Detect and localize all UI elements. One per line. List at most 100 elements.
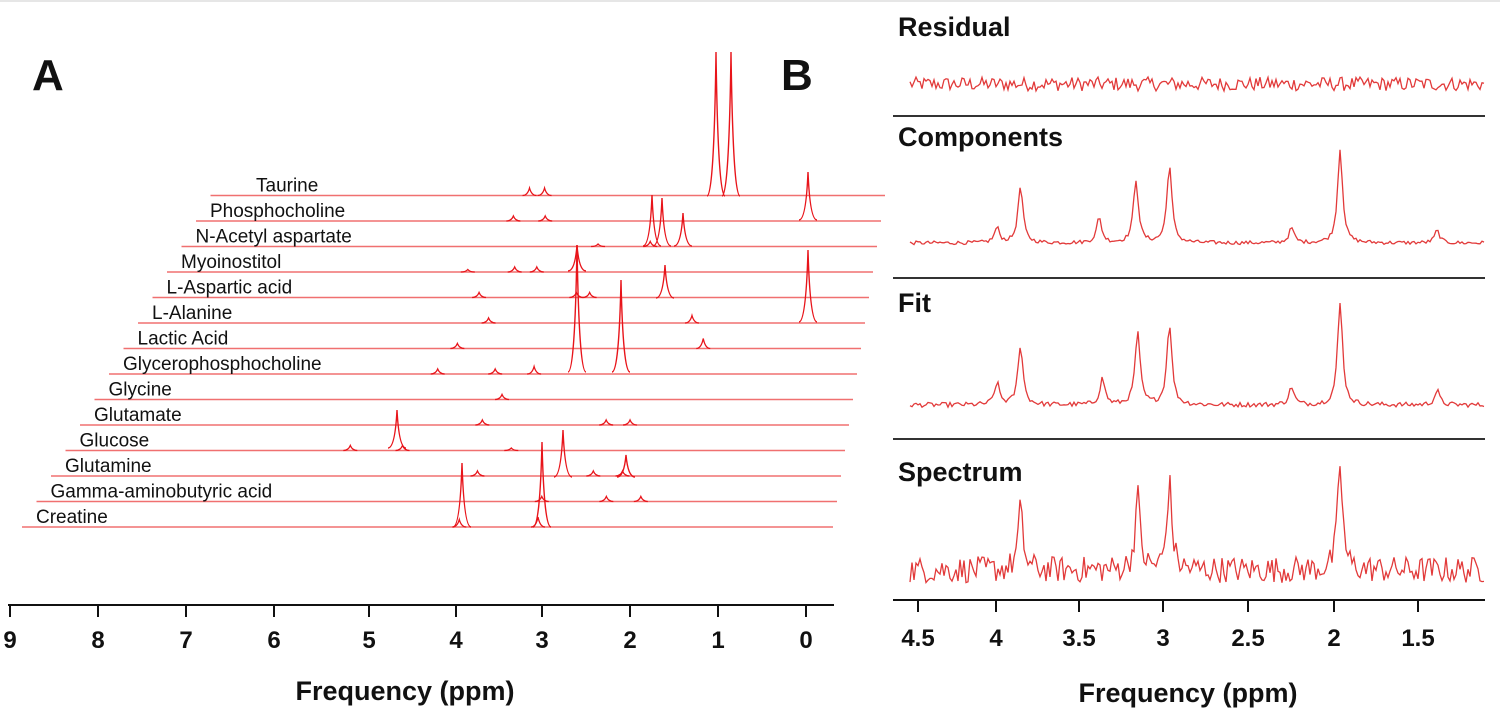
peak-mark <box>527 363 542 375</box>
peak-mark <box>488 367 503 375</box>
peak-mark <box>553 429 573 478</box>
peak-mark <box>481 316 496 324</box>
peak-mark <box>673 212 693 247</box>
metabolite-label: Lactic Acid <box>138 329 229 350</box>
panel-b-letter: B <box>781 51 813 100</box>
peak-mark <box>450 341 465 350</box>
components-line <box>909 149 1485 246</box>
peak-mark <box>534 494 549 503</box>
panel-a-letter: A <box>32 51 64 100</box>
peak-mark <box>616 454 636 478</box>
peak-mark <box>530 516 546 528</box>
panel-a-tick-label: 9 <box>3 627 16 654</box>
peak-mark <box>532 441 552 528</box>
peak-mark <box>470 469 485 477</box>
metabolite-label: Gamma-aminobutyric acid <box>51 482 273 503</box>
components-traces <box>909 149 1485 246</box>
components-title: Components <box>898 122 1063 152</box>
metabolite-label: Taurine <box>256 176 318 197</box>
panel-a-tick-label: 4 <box>449 627 463 654</box>
stacked-spectrum: Creatine <box>22 507 833 528</box>
panel-a-tick-label: 8 <box>91 627 104 654</box>
residual-title: Residual <box>898 12 1011 42</box>
panel-a-tick-label: 5 <box>362 627 375 654</box>
panel-a-tick-label: 3 <box>535 627 548 654</box>
spectrum-line <box>909 466 1485 584</box>
stacked-spectrum: Glutamate <box>80 405 849 426</box>
peak-mark <box>472 290 487 299</box>
spectrum-title: Spectrum <box>898 457 1023 487</box>
fit-line <box>909 302 1485 409</box>
stacked-spectrum: Glutamine <box>51 456 841 477</box>
panel-a-tick-label: 7 <box>179 627 192 654</box>
residual-trace <box>909 74 1485 93</box>
peak-mark <box>537 185 552 197</box>
peak-mark <box>529 265 544 273</box>
peak-mark <box>798 171 818 221</box>
metabolite-label: Myoinostitol <box>181 252 281 273</box>
peak-mark <box>721 51 741 197</box>
peak-mark <box>507 265 522 273</box>
peak-mark <box>430 367 445 375</box>
peak-mark <box>611 279 631 373</box>
stacked-spectra: Taurine Phosphocholine N-Acetyl aspartate M… <box>22 51 885 528</box>
peak-mark <box>706 51 726 197</box>
panel-b: B Residual Components Fit Spectrum 4.5 4 3… <box>781 12 1485 708</box>
peak-mark <box>599 494 614 503</box>
panel-b-x-ticks: 4.5 4 3.5 3 2.5 2 1.5 <box>901 600 1435 652</box>
peak-mark <box>522 185 537 197</box>
panel-a-tick-label: 0 <box>799 627 812 654</box>
stacked-spectrum: L-Alanine <box>138 303 865 324</box>
stacked-spectrum: L-Aspartic acid <box>152 278 869 299</box>
panel-b-tick-label: 1.5 <box>1401 625 1434 652</box>
peak-mark <box>387 409 407 449</box>
stacked-spectrum: N-Acetyl aspartate <box>181 227 877 248</box>
peak-mark <box>460 268 475 273</box>
spectrum-trace <box>909 466 1485 584</box>
peak-mark <box>343 443 358 452</box>
fit-trace <box>909 302 1485 409</box>
panel-b-tick-label: 2 <box>1327 625 1340 652</box>
peak-mark <box>504 446 519 452</box>
stacked-spectrum: Myoinostitol <box>167 252 873 273</box>
panel-a-tick-label: 6 <box>267 627 280 654</box>
stacked-spectrum: Glycine <box>94 380 853 401</box>
peak-mark <box>696 338 711 350</box>
peak-mark <box>684 312 700 324</box>
residual-line <box>909 74 1485 93</box>
panel-b-tick-label: 4.5 <box>901 625 934 652</box>
metabolite-label: Glycine <box>109 380 172 401</box>
panel-a-tick-label: 1 <box>711 627 724 654</box>
peak-mark <box>798 249 818 323</box>
panel-b-x-axis-title: Frequency (ppm) <box>1078 678 1297 708</box>
metabolite-label: L-Aspartic acid <box>167 278 293 299</box>
panel-b-tick-label: 3.5 <box>1062 625 1095 652</box>
metabolite-label: N-Acetyl aspartate <box>196 227 352 248</box>
peak-mark <box>623 418 638 426</box>
panel-b-tick-label: 4 <box>989 625 1003 652</box>
metabolite-label: Creatine <box>36 507 108 528</box>
peak-mark <box>475 418 490 426</box>
panel-b-tick-label: 3 <box>1156 625 1169 652</box>
metabolite-label: L-Alanine <box>152 303 232 324</box>
stacked-spectrum: Glucose <box>65 431 845 452</box>
peak-mark <box>591 242 606 248</box>
panel-a: A Taurine Phosphocholine N-Acetyl aspartat… <box>3 51 885 706</box>
panel-a-x-ticks: 9 8 7 6 5 4 3 2 1 0 <box>3 605 813 654</box>
metabolite-label: Phosphocholine <box>210 201 345 222</box>
panel-b-tick-label: 2.5 <box>1231 625 1264 652</box>
panel-a-x-axis-title: Frequency (ppm) <box>295 676 514 706</box>
peak-mark <box>506 214 521 222</box>
peak-mark <box>452 462 472 528</box>
peak-mark <box>538 214 553 222</box>
metabolite-label: Glutamate <box>94 405 182 426</box>
stacked-spectrum: Phosphocholine <box>196 201 881 222</box>
peak-mark <box>633 494 648 503</box>
stacked-spectrum: Gamma-aminobutyric acid <box>36 482 837 503</box>
peak-mark <box>567 244 587 373</box>
peak-mark <box>655 264 675 299</box>
stacked-spectrum: Glycerophosphocholine <box>109 354 857 375</box>
metabolite-label: Glucose <box>80 431 150 452</box>
peak-mark <box>599 418 614 426</box>
